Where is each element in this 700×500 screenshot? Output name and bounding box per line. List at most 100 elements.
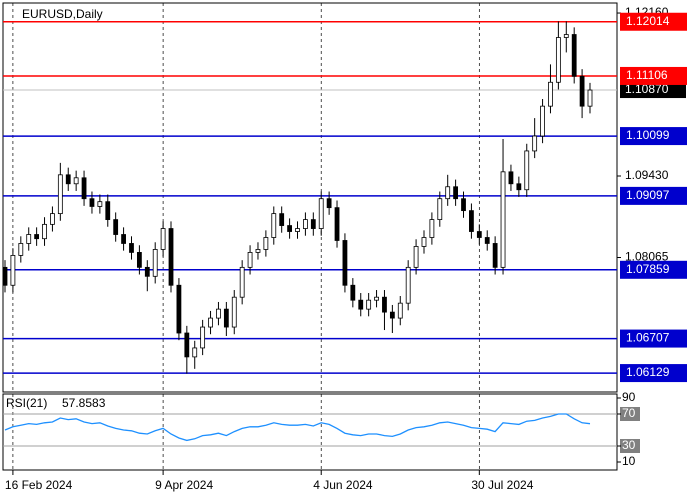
candle-body xyxy=(476,231,482,238)
candle-body xyxy=(34,234,40,240)
candle-body xyxy=(97,201,103,207)
level-label: 1.11106 xyxy=(626,68,668,82)
candle-body xyxy=(295,228,300,232)
level-label: 1.09097 xyxy=(626,188,670,202)
rsi-level-box xyxy=(620,407,640,421)
candle-body xyxy=(358,299,364,310)
candle-body xyxy=(437,198,443,220)
last-price-label: 1.10870 xyxy=(625,82,669,96)
candle-body xyxy=(129,243,134,253)
x-tick-label: 9 Apr 2024 xyxy=(155,478,213,492)
candle-body xyxy=(508,171,514,185)
candle-body xyxy=(136,252,142,268)
last-price-box xyxy=(620,82,686,99)
candle-body xyxy=(18,243,24,256)
level-label: 1.07859 xyxy=(626,262,670,276)
level-box xyxy=(620,127,687,146)
candle-body xyxy=(255,249,261,253)
candle-body xyxy=(121,234,126,244)
candle-body xyxy=(516,183,522,191)
candle-body xyxy=(350,284,356,301)
level-box xyxy=(620,12,687,31)
candle-body xyxy=(303,219,308,229)
candle-body xyxy=(540,105,545,137)
candle-body xyxy=(571,34,577,77)
candle-body xyxy=(26,234,32,244)
rsi-line xyxy=(4,413,591,442)
level-label: 1.06129 xyxy=(626,365,670,379)
candle-body xyxy=(405,266,411,304)
candle-body xyxy=(429,219,435,238)
x-tick-label: 4 Jun 2024 xyxy=(313,478,373,492)
main-frame xyxy=(2,2,618,393)
rsi-frame xyxy=(2,393,618,471)
candle-body xyxy=(279,213,285,226)
candle-body xyxy=(413,246,419,268)
candle-body xyxy=(113,219,119,235)
candle-body xyxy=(445,186,451,200)
candle-body xyxy=(144,266,150,277)
candle-body xyxy=(42,223,47,240)
chart-title: EURUSD,Daily xyxy=(22,7,103,21)
candle-body xyxy=(200,326,206,349)
candle-body xyxy=(524,150,530,191)
candle-body xyxy=(160,228,166,250)
candle-body xyxy=(310,219,316,229)
level-box xyxy=(620,186,687,205)
candle-body xyxy=(247,252,253,268)
candle-body xyxy=(287,225,292,232)
candle-body xyxy=(500,171,506,268)
candle-body xyxy=(366,299,372,310)
candle-body xyxy=(271,213,277,238)
candle-body xyxy=(342,240,348,286)
candle-body xyxy=(579,75,585,107)
rsi-tick-label: 30 xyxy=(622,438,636,452)
candle-body xyxy=(152,249,158,277)
candle-body xyxy=(105,201,111,220)
candle-body xyxy=(461,198,466,212)
level-box xyxy=(620,329,687,348)
candle-body xyxy=(563,34,569,38)
candle-body xyxy=(2,266,8,286)
candle-body xyxy=(548,81,553,107)
candle-body xyxy=(334,207,340,241)
candle-body xyxy=(469,210,474,232)
candle-body xyxy=(216,308,221,319)
candle-body xyxy=(65,174,71,185)
candle-body xyxy=(168,228,174,286)
rsi-level-box xyxy=(620,439,640,453)
candle-body xyxy=(263,237,269,250)
level-box xyxy=(620,364,687,383)
candle-body xyxy=(587,89,593,107)
rsi-tick-label: 10 xyxy=(622,454,636,468)
x-tick-label: 30 Jul 2024 xyxy=(471,478,533,492)
candle-body xyxy=(223,308,229,328)
candle-body xyxy=(492,243,498,268)
rsi-value: 57.8583 xyxy=(62,396,106,410)
candle-body xyxy=(239,266,245,298)
candle-body xyxy=(484,237,490,244)
candle-body xyxy=(382,296,387,313)
candle-body xyxy=(81,177,87,200)
candle-body xyxy=(73,177,79,185)
level-label: 1.10099 xyxy=(626,128,670,142)
candle-body xyxy=(176,284,182,334)
candle-body xyxy=(374,296,379,301)
candle-body xyxy=(326,198,332,209)
candle-body xyxy=(10,255,16,286)
x-tick-label: 16 Feb 2024 xyxy=(5,478,73,492)
candle-body xyxy=(318,198,324,229)
candle-body xyxy=(208,317,213,328)
candle-body xyxy=(397,302,403,319)
candle-body xyxy=(231,296,237,328)
y-tick-label: 1.08065 xyxy=(625,250,669,264)
level-label: 1.12014 xyxy=(626,14,670,28)
rsi-tick-label: 70 xyxy=(622,406,636,420)
candle-body xyxy=(389,311,395,319)
candle-body xyxy=(89,198,95,207)
rsi-title: RSI(21) xyxy=(6,396,47,410)
level-box xyxy=(620,66,687,85)
candle-body xyxy=(532,135,538,152)
y-tick-label: 1.09430 xyxy=(625,168,669,182)
